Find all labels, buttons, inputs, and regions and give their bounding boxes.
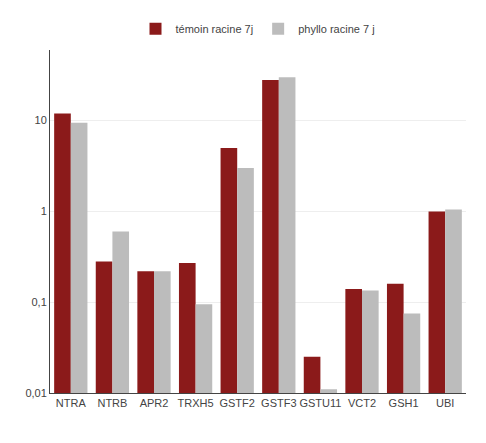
svg-text:10: 10 <box>35 114 47 126</box>
svg-text:GSTF3: GSTF3 <box>261 397 296 409</box>
svg-text:NTRA: NTRA <box>56 397 87 409</box>
svg-text:GSTF2: GSTF2 <box>219 397 254 409</box>
svg-text:NTRB: NTRB <box>97 397 127 409</box>
svg-text:VCT2: VCT2 <box>348 397 376 409</box>
svg-text:GSH1: GSH1 <box>389 397 419 409</box>
svg-text:phyllo racine 7 j: phyllo racine 7 j <box>298 23 374 35</box>
svg-text:APR2: APR2 <box>140 397 169 409</box>
svg-text:0,1: 0,1 <box>32 296 47 308</box>
svg-text:UBI: UBI <box>436 397 454 409</box>
svg-text:TRXH5: TRXH5 <box>178 397 214 409</box>
svg-text:témoin racine 7j: témoin racine 7j <box>176 23 254 35</box>
svg-text:GSTU11: GSTU11 <box>299 397 341 409</box>
svg-text:1: 1 <box>41 205 47 217</box>
svg-text:0,01: 0,01 <box>25 387 46 399</box>
